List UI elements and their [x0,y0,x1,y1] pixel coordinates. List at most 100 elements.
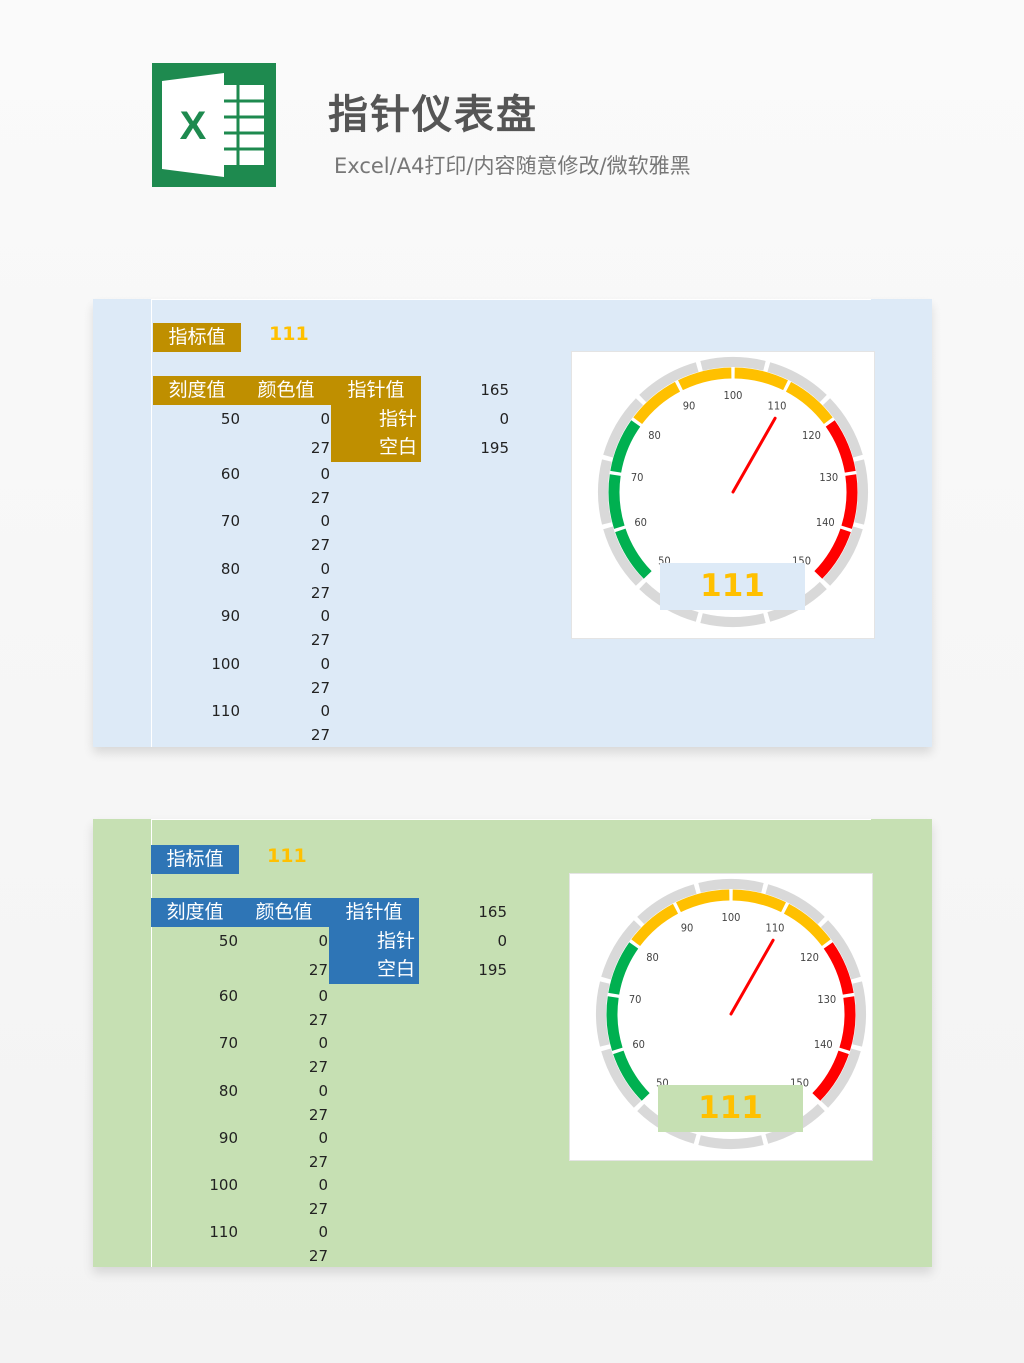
color-value[interactable]: 27 [308,961,328,979]
gauge-rim-segment [598,459,612,525]
color-value[interactable]: 27 [308,1106,328,1124]
header-pointer: 指针值 [329,898,419,927]
gauge-color-band [610,420,641,473]
gauge-needle [729,938,775,1016]
gauge-rim-segment [700,613,766,627]
color-value[interactable]: 0 [318,932,328,950]
row-gridline [151,819,871,820]
blank-value[interactable]: 195 [480,439,509,457]
gauge-rim-segment [820,920,861,980]
pointer-value[interactable]: 0 [499,410,509,428]
gauge-panel-2: 指标值 111 刻度值 颜色值 指针值 指针 空白 165 0 195 50 0… [93,819,932,1267]
color-value[interactable]: 27 [310,439,330,457]
indicator-value-cell[interactable]: 111 [269,323,309,345]
gauge-panel-1: 指标值 111 刻度值 颜色值 指针值 指针 空白 165 0 195 50 0… [93,299,932,747]
gauge-chart[interactable]: 50 60 70 80 90 100 110 120 130 140 150 111 [571,351,875,639]
gauge-tick-label: 130 [817,993,836,1006]
gauge-color-band [785,381,833,425]
color-value[interactable]: 0 [320,560,330,578]
gauge-rim-segment [822,398,863,458]
color-value[interactable]: 27 [308,1011,328,1029]
scale-value[interactable]: 100 [211,655,240,673]
gauge-color-band [814,528,851,579]
blank-value[interactable]: 195 [478,961,507,979]
gauge-chart[interactable]: 50 60 70 80 90 100 110 120 130 140 150 111 [569,873,873,1161]
color-value[interactable]: 0 [320,410,330,428]
color-value[interactable]: 0 [320,655,330,673]
gauge-color-band [823,942,854,995]
excel-logo-icon: X [152,63,276,187]
gauge-color-band [676,889,730,913]
scale-value[interactable]: 70 [218,1034,238,1052]
scale-value[interactable]: 50 [218,932,238,950]
gauge-rim-segment [639,362,699,403]
color-value[interactable]: 0 [318,1176,328,1194]
gauge-color-band [825,420,856,473]
scale-value[interactable]: 80 [220,560,240,578]
gauge-rim-segment [603,398,644,458]
color-value[interactable]: 27 [310,536,330,554]
scale-value[interactable]: 90 [220,607,240,625]
color-value[interactable]: 27 [308,1153,328,1171]
indicator-value-cell[interactable]: 111 [267,845,307,867]
gauge-color-band [606,996,623,1051]
color-value[interactable]: 27 [308,1058,328,1076]
gauge-color-band [678,367,732,391]
color-value[interactable]: 0 [318,1082,328,1100]
scale-value[interactable]: 90 [218,1129,238,1147]
pointer-value[interactable]: 0 [497,932,507,950]
color-value[interactable]: 0 [318,1034,328,1052]
gauge-rim-segment [603,526,644,586]
color-value[interactable]: 27 [308,1200,328,1218]
color-value[interactable]: 27 [310,679,330,697]
pointer-header-value[interactable]: 165 [480,381,509,399]
scale-value[interactable]: 110 [211,702,240,720]
gauge-color-band [839,996,856,1051]
color-value[interactable]: 0 [318,1223,328,1241]
gauge-color-band [631,903,679,947]
gauge-rim-segment [637,884,697,925]
header-scale: 刻度值 [153,376,241,405]
pointer-label: 指针 [329,927,419,956]
pointer-header-value[interactable]: 165 [478,903,507,921]
gauge-tick-label: 120 [802,429,821,442]
scale-value[interactable]: 80 [218,1082,238,1100]
scale-value[interactable]: 70 [220,512,240,530]
color-value[interactable]: 0 [320,607,330,625]
color-value[interactable]: 0 [318,987,328,1005]
color-value[interactable]: 0 [320,465,330,483]
header-scale: 刻度值 [151,898,239,927]
gauge-rim-segment [700,357,766,371]
gauge-value-readout: 111 [660,563,805,610]
indicator-label: 指标值 [151,845,239,874]
gauge-rim-segment [852,981,866,1047]
scale-value[interactable]: 110 [209,1223,238,1241]
scale-value[interactable]: 50 [220,410,240,428]
gauge-tick-label: 90 [683,400,696,413]
color-value[interactable]: 0 [320,512,330,530]
color-value[interactable]: 27 [310,631,330,649]
color-value[interactable]: 0 [318,1129,328,1147]
gauge-tick-label: 80 [646,951,659,964]
scale-value[interactable]: 60 [220,465,240,483]
color-value[interactable]: 27 [308,1247,328,1265]
gauge-tick-label: 130 [819,471,838,484]
scale-value[interactable]: 60 [218,987,238,1005]
gauge-color-band [633,381,681,425]
blank-label: 空白 [331,433,421,462]
gauge-color-band [615,528,652,579]
color-value[interactable]: 0 [320,702,330,720]
color-value[interactable]: 27 [310,726,330,744]
gauge-color-band [608,942,639,995]
column-gridline [151,819,152,1267]
page-title: 指针仪表盘 [328,92,538,138]
color-value[interactable]: 27 [310,489,330,507]
gauge-color-band [608,474,625,529]
gauge-color-band [841,474,858,529]
color-value[interactable]: 27 [310,584,330,602]
gauge-rim-segment [767,362,827,403]
gauge-rim-segment [854,459,868,525]
scale-value[interactable]: 100 [209,1176,238,1194]
header-color: 颜色值 [241,376,331,405]
gauge-rim-segment [601,920,642,980]
